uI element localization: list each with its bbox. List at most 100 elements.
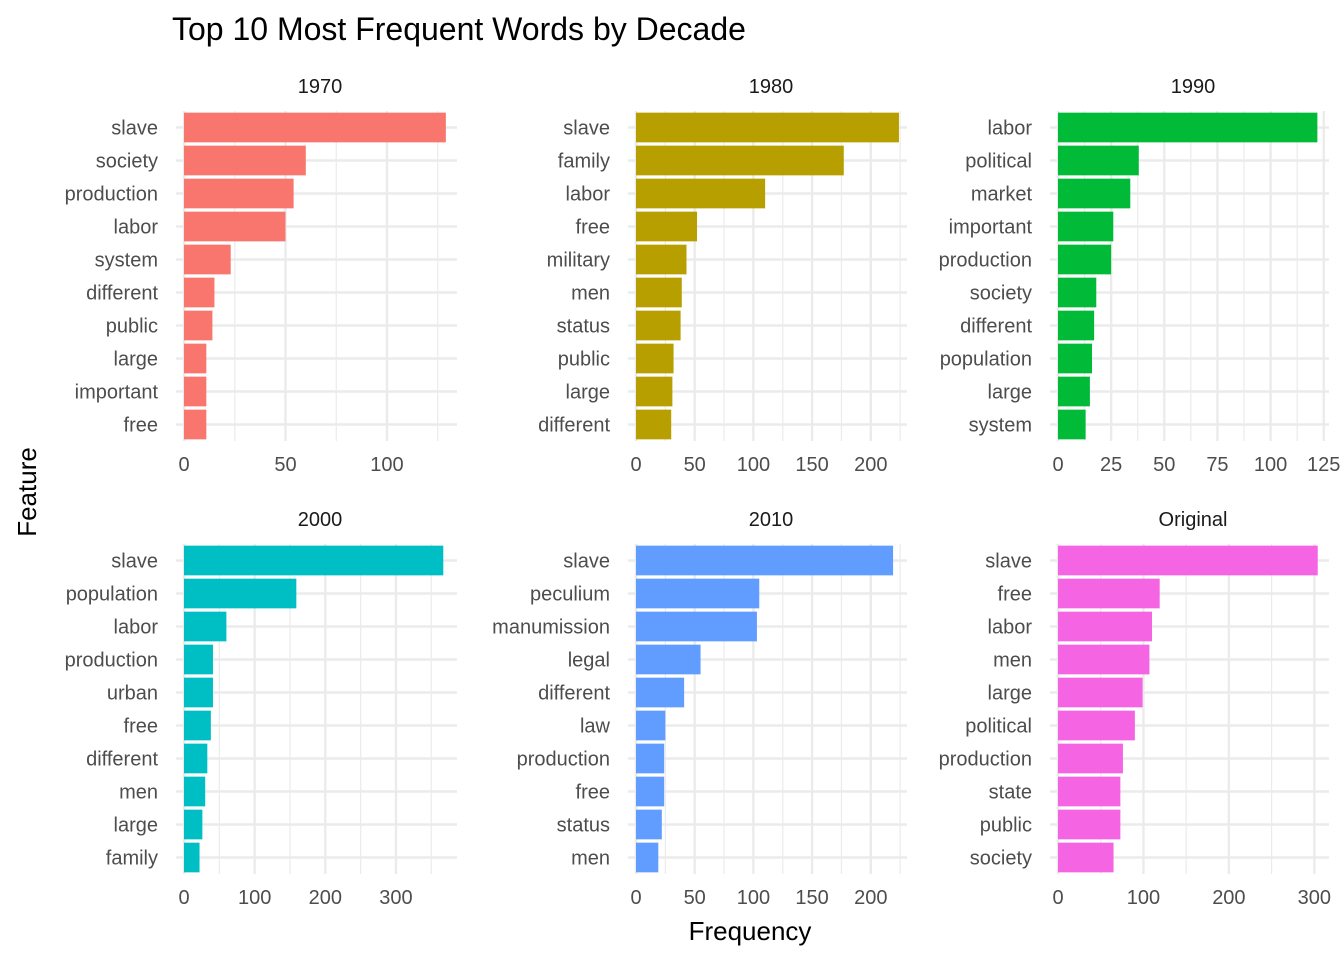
bar-population	[1058, 343, 1093, 374]
y-tick-label: different	[86, 283, 158, 305]
y-tick-label: market	[971, 184, 1033, 206]
y-tick-label: law	[580, 716, 611, 738]
bar-free	[184, 710, 211, 741]
x-tick-label: 0	[630, 454, 641, 476]
bar-society	[184, 145, 306, 176]
bar-market	[1058, 178, 1131, 209]
bar-public	[636, 343, 674, 374]
y-tick-label: labor	[114, 617, 159, 639]
bar-system	[184, 244, 231, 275]
y-tick-label: free	[576, 217, 610, 239]
y-tick-label: important	[949, 217, 1033, 239]
y-tick-label: political	[965, 151, 1032, 173]
y-tick-label: slave	[563, 118, 610, 140]
y-tick-label: important	[75, 382, 159, 404]
y-tick-label: production	[939, 250, 1032, 272]
bar-production	[184, 644, 213, 675]
bar-public	[184, 310, 213, 341]
y-tick-label: military	[547, 250, 610, 272]
y-tick-label: labor	[114, 217, 159, 239]
bar-political	[1058, 145, 1139, 176]
y-tick-label: labor	[988, 118, 1033, 140]
bar-free	[636, 211, 698, 242]
bar-free	[184, 409, 207, 440]
panel-title: 1990	[1171, 76, 1216, 98]
bar-family	[636, 145, 844, 176]
x-tick-label: 125	[1307, 454, 1340, 476]
y-tick-label: population	[66, 584, 158, 606]
panel-Original: Original 0 100 200 300 slave free labor men large…	[939, 509, 1331, 909]
y-tick-label: urban	[107, 683, 158, 705]
bar-free	[636, 776, 665, 807]
y-axis-title: Feature	[12, 447, 42, 537]
panel-1980: 1980 0 50 100 150 200 slave family labor free mili…	[538, 76, 907, 476]
y-tick-label: society	[970, 283, 1032, 305]
y-tick-label: slave	[563, 551, 610, 573]
y-tick-label: men	[119, 782, 158, 804]
bar-large	[184, 809, 203, 840]
y-tick-label: men	[571, 283, 610, 305]
y-tick-label: free	[576, 782, 610, 804]
panel-1970: 1970 0 50 100 slave society production labor sys…	[65, 76, 457, 476]
y-tick-label: production	[65, 184, 158, 206]
bar-legal	[636, 644, 701, 675]
y-tick-label: status	[557, 815, 610, 837]
panel-2000: 2000 0 100 200 300 slave population labor produc…	[65, 509, 457, 909]
bar-state	[1058, 776, 1121, 807]
bar-slave	[184, 112, 446, 143]
bar-production	[184, 178, 294, 209]
x-tick-label: 100	[1254, 454, 1287, 476]
y-tick-label: slave	[111, 118, 158, 140]
x-tick-label: 100	[238, 887, 271, 909]
bar-slave	[636, 112, 899, 143]
panel-1990: 1990 0 25 50 75 100 125 labor political market imp…	[939, 76, 1341, 476]
panel-title: 2010	[749, 509, 794, 531]
y-tick-label: large	[988, 382, 1032, 404]
chart-title: Top 10 Most Frequent Words by Decade	[172, 11, 746, 47]
y-tick-label: production	[65, 650, 158, 672]
y-tick-label: slave	[985, 551, 1032, 573]
panel-title: Original	[1159, 509, 1228, 531]
bar-manumission	[636, 611, 757, 642]
bar-large	[184, 343, 207, 374]
x-tick-label: 300	[1298, 887, 1331, 909]
x-tick-label: 200	[309, 887, 342, 909]
x-tick-label: 75	[1206, 454, 1228, 476]
bar-system	[1058, 409, 1086, 440]
bar-status	[636, 809, 662, 840]
x-tick-label: 50	[1153, 454, 1175, 476]
y-tick-label: population	[940, 349, 1032, 371]
y-tick-label: different	[960, 316, 1032, 338]
x-tick-label: 100	[737, 454, 770, 476]
x-tick-label: 150	[795, 887, 828, 909]
panel-title: 1970	[298, 76, 343, 98]
y-tick-label: status	[557, 316, 610, 338]
y-tick-label: society	[96, 151, 158, 173]
bar-law	[636, 710, 666, 741]
y-tick-label: different	[538, 683, 610, 705]
y-tick-label: free	[124, 415, 158, 437]
y-tick-label: family	[106, 848, 158, 870]
bar-different	[184, 743, 208, 774]
bar-large	[636, 376, 673, 407]
y-tick-label: large	[114, 349, 158, 371]
y-tick-label: public	[980, 815, 1032, 837]
y-tick-label: different	[538, 415, 610, 437]
x-tick-label: 0	[1052, 454, 1063, 476]
y-tick-label: system	[95, 250, 158, 272]
x-tick-label: 50	[684, 454, 706, 476]
bar-important	[184, 376, 207, 407]
bar-peculium	[636, 578, 760, 609]
x-tick-label: 300	[379, 887, 412, 909]
bar-different	[1058, 310, 1095, 341]
bar-slave	[184, 545, 444, 576]
bar-different	[636, 409, 672, 440]
x-tick-label: 150	[795, 454, 828, 476]
bar-large	[1058, 376, 1090, 407]
x-tick-label: 0	[630, 887, 641, 909]
bar-free	[1058, 578, 1160, 609]
bar-different	[184, 277, 215, 308]
bar-labor	[184, 211, 286, 242]
x-tick-label: 50	[684, 887, 706, 909]
y-tick-label: peculium	[530, 584, 610, 606]
